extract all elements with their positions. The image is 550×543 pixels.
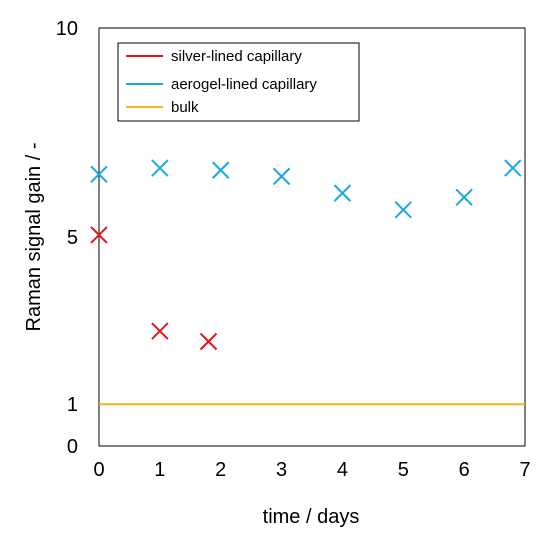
- x-tick-label-3: 3: [276, 459, 287, 481]
- legend: silver-lined capillary aerogel-lined cap…: [118, 43, 359, 121]
- x-tick-label-7: 7: [519, 459, 530, 481]
- x-tick-label-6: 6: [459, 459, 470, 481]
- y-tick-label-0: 0: [67, 436, 78, 458]
- y-axis-label: Raman signal gain / -: [23, 143, 45, 332]
- y-tick-label-3: 10: [56, 18, 78, 40]
- x-tick-label-5: 5: [398, 459, 409, 481]
- y-tick-label-2: 5: [67, 227, 78, 249]
- y-tick-label-1: 1: [67, 394, 78, 416]
- legend-label-silver: silver-lined capillary: [171, 48, 302, 65]
- legend-label-bulk: bulk: [171, 99, 199, 116]
- x-tick-label-2: 2: [215, 459, 226, 481]
- x-axis-label: time / days: [263, 506, 360, 528]
- x-tick-label-0: 0: [93, 459, 104, 481]
- legend-label-aerogel: aerogel-lined capillary: [171, 76, 317, 93]
- x-tick-label-4: 4: [337, 459, 348, 481]
- x-tick-label-1: 1: [154, 459, 165, 481]
